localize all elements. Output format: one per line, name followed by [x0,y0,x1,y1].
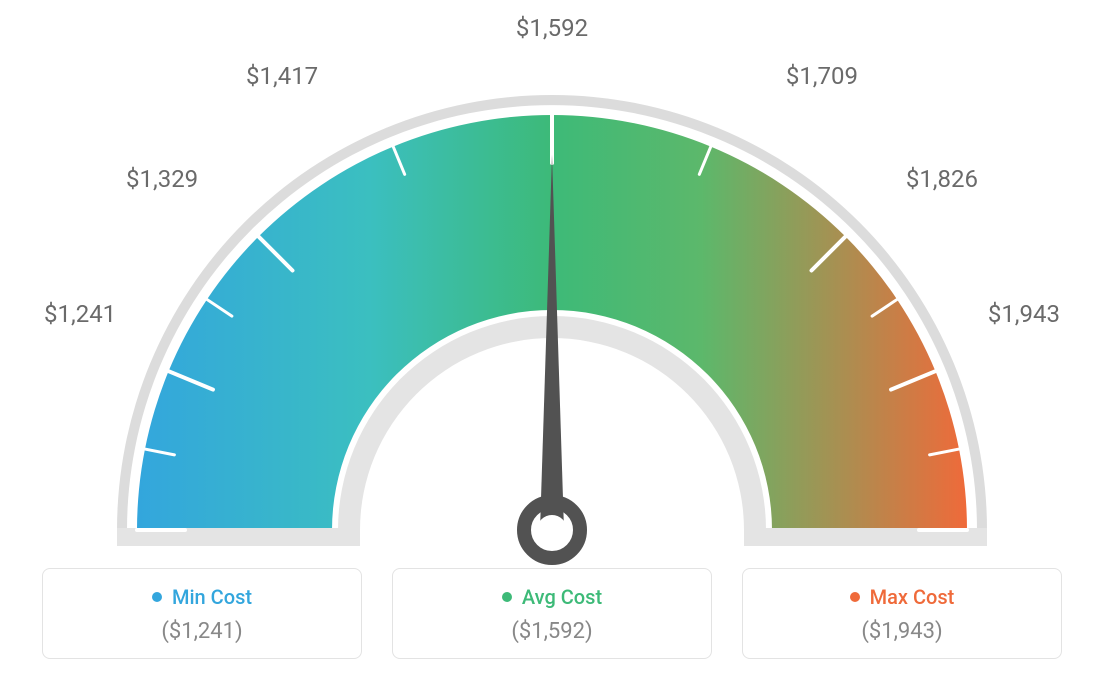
gauge-tick-label: $1,241 [44,300,116,328]
legend-dot-max [850,592,860,602]
gauge-tick-label: $1,943 [988,300,1060,328]
legend-value-max: ($1,943) [761,619,1043,644]
gauge-tick-label: $1,329 [126,165,198,193]
cost-gauge-chart: $1,241 $1,329 $1,417 $1,592 $1,709 $1,826 $1,9… [0,0,1104,560]
gauge-tick-label: $1,417 [246,62,318,90]
gauge-tick-label: $1,826 [906,165,978,193]
gauge-tick-label: $1,709 [786,62,858,90]
legend-dot-min [152,592,162,602]
gauge-needle-hub-inner [537,515,567,545]
legend-value-avg: ($1,592) [411,619,693,644]
gauge-tick-label: $1,592 [516,14,588,42]
legend-value-min: ($1,241) [61,619,343,644]
legend-dot-avg [502,592,512,602]
gauge-svg [0,30,1104,590]
